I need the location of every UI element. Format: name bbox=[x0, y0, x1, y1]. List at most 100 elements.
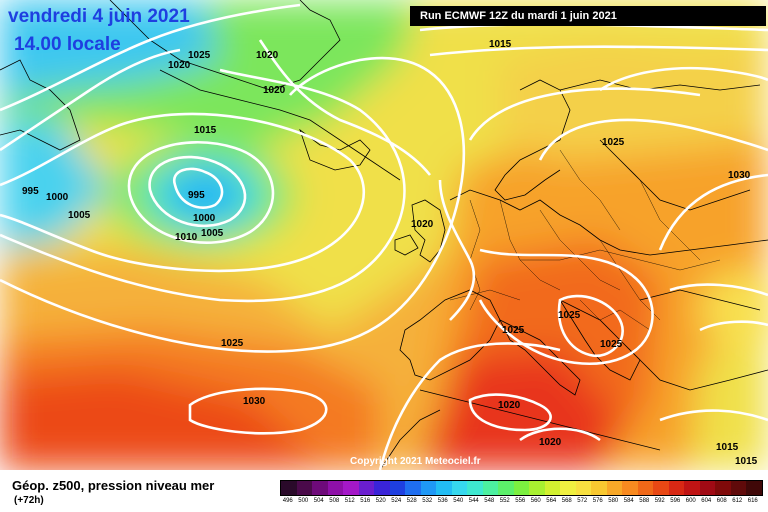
color-scale-tick: 548 bbox=[484, 498, 495, 504]
color-scale-swatch bbox=[343, 481, 359, 495]
color-scale-swatch bbox=[358, 481, 374, 495]
color-scale-tick: 512 bbox=[344, 498, 355, 504]
color-scale-tick: 600 bbox=[685, 498, 696, 504]
color-scale-tick: 608 bbox=[716, 498, 727, 504]
color-scale-swatch bbox=[467, 481, 483, 495]
legend-title: Géop. z500, pression niveau mer bbox=[12, 478, 215, 493]
isobar-label: 1015 bbox=[735, 456, 758, 467]
isobar-label: 1015 bbox=[716, 442, 739, 453]
color-scale-tick: 500 bbox=[298, 498, 309, 504]
color-scale-swatch bbox=[498, 481, 514, 495]
color-scale-swatch bbox=[715, 481, 731, 495]
color-scale-tick: 536 bbox=[437, 498, 448, 504]
isobar-label: 1025 bbox=[602, 137, 625, 148]
color-scale-swatch bbox=[529, 481, 545, 495]
isobar-label: 1025 bbox=[600, 339, 623, 350]
color-scale-swatch bbox=[591, 481, 607, 495]
isobar-label: 1010 bbox=[175, 232, 198, 243]
color-scale-swatch bbox=[405, 481, 421, 495]
isobar-label: 1020 bbox=[498, 400, 521, 411]
isobar-label: 995 bbox=[188, 190, 205, 201]
legend-panel: Géop. z500, pression niveau mer (+72h) 4… bbox=[0, 470, 768, 512]
color-scale-swatch bbox=[622, 481, 638, 495]
color-scale-swatch bbox=[575, 481, 591, 495]
isobar-label: 1030 bbox=[243, 396, 266, 407]
color-scale-swatch bbox=[544, 481, 560, 495]
isobar-label: 1020 bbox=[539, 437, 562, 448]
color-scale-tick: 544 bbox=[468, 498, 479, 504]
color-scale-tick: 552 bbox=[499, 498, 510, 504]
color-scale-tick: 560 bbox=[530, 498, 541, 504]
isobar-label: 1000 bbox=[193, 213, 216, 224]
color-scale-tick: 612 bbox=[732, 498, 743, 504]
forecast-time: 14.00 locale bbox=[14, 34, 121, 55]
color-scale-tick: 564 bbox=[546, 498, 557, 504]
color-scale-tick: 528 bbox=[406, 498, 417, 504]
color-scale-tick: 568 bbox=[561, 498, 572, 504]
color-scale-tick: 532 bbox=[422, 498, 433, 504]
isobar-label: 1020 bbox=[411, 219, 434, 230]
run-info-banner: Run ECMWF 12Z du mardi 1 juin 2021 bbox=[410, 6, 766, 26]
color-scale-swatch bbox=[389, 481, 405, 495]
legend-subtitle: (+72h) bbox=[14, 495, 44, 506]
color-scale-swatch bbox=[637, 481, 653, 495]
color-scale-swatch bbox=[513, 481, 529, 495]
color-scale-swatch bbox=[451, 481, 467, 495]
color-scale-swatch bbox=[684, 481, 700, 495]
color-scale-ticks: 496 500 504 508 512 516 520 524 528 532 536 540 544 5… bbox=[280, 498, 761, 504]
color-scale-tick: 576 bbox=[592, 498, 603, 504]
forecast-date: vendredi 4 juin 2021 bbox=[8, 6, 190, 27]
color-scale-tick: 596 bbox=[670, 498, 681, 504]
color-scale-swatch bbox=[312, 481, 328, 495]
isobars bbox=[0, 3, 768, 470]
color-scale-swatch bbox=[730, 481, 746, 495]
isobar-label: 1000 bbox=[46, 192, 69, 203]
isobar-label: 1005 bbox=[201, 228, 224, 239]
isobar-label: 1020 bbox=[168, 60, 191, 71]
isobar-label: 1025 bbox=[221, 338, 244, 349]
color-scale-tick: 540 bbox=[453, 498, 464, 504]
color-scale-swatch bbox=[668, 481, 684, 495]
color-scale-tick: 592 bbox=[654, 498, 665, 504]
color-scale-swatch bbox=[296, 481, 312, 495]
color-scale-tick: 508 bbox=[329, 498, 340, 504]
color-scale-tick: 588 bbox=[639, 498, 650, 504]
geopotential-map: 1025 1020 1020 1020 1015 1015 995 1000 1… bbox=[0, 0, 768, 470]
color-scale-swatch bbox=[653, 481, 669, 495]
color-scale-swatch bbox=[327, 481, 343, 495]
color-scale-tick: 572 bbox=[577, 498, 588, 504]
color-scale-tick: 520 bbox=[375, 498, 386, 504]
color-scale-swatch bbox=[420, 481, 436, 495]
isobar-label: 1025 bbox=[558, 310, 581, 321]
copyright-text: Copyright 2021 Meteociel.fr bbox=[350, 456, 481, 467]
isobar-label: 1020 bbox=[256, 50, 279, 61]
color-scale-tick: 496 bbox=[282, 498, 293, 504]
color-scale-swatch bbox=[699, 481, 715, 495]
color-scale-swatch bbox=[281, 481, 297, 495]
color-scale-tick: 524 bbox=[391, 498, 402, 504]
color-scale-tick: 516 bbox=[360, 498, 371, 504]
isobar-label: 1015 bbox=[194, 125, 217, 136]
country-borders bbox=[449, 149, 721, 331]
isobar-label: 1025 bbox=[502, 325, 525, 336]
color-scale-tick: 584 bbox=[623, 498, 634, 504]
color-scale-swatch bbox=[606, 481, 622, 495]
color-scale bbox=[280, 480, 763, 496]
color-scale-tick: 580 bbox=[608, 498, 619, 504]
isobar-label: 995 bbox=[22, 186, 39, 197]
color-scale-swatch bbox=[746, 481, 762, 495]
isobar-labels: 1025 1020 1020 1020 1015 1015 995 1000 1… bbox=[22, 39, 758, 467]
color-scale-swatch bbox=[560, 481, 576, 495]
color-scale-swatch bbox=[374, 481, 390, 495]
color-scale-tick: 504 bbox=[313, 498, 324, 504]
isobar-label: 1005 bbox=[68, 210, 91, 221]
isobar-label: 1030 bbox=[728, 170, 751, 181]
isobar-label: 1025 bbox=[188, 50, 211, 61]
color-scale-swatch bbox=[436, 481, 452, 495]
color-scale-swatch bbox=[482, 481, 498, 495]
color-scale-tick: 604 bbox=[701, 498, 712, 504]
color-scale-tick: 616 bbox=[747, 498, 758, 504]
color-scale-tick: 556 bbox=[515, 498, 526, 504]
isobar-label: 1015 bbox=[489, 39, 512, 50]
